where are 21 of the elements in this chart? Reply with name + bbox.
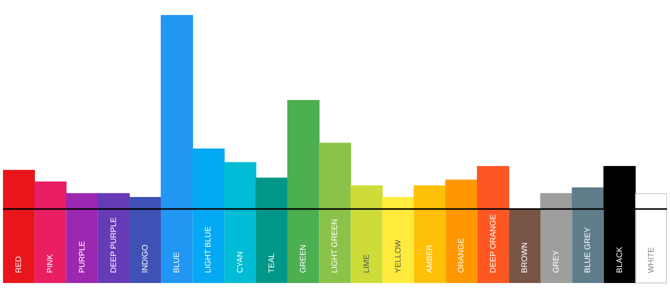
x-tick-label: GREY — [552, 250, 561, 273]
x-tick-label: INDIGO — [140, 244, 150, 273]
x-tick-label: DEEP PURPLE — [108, 217, 118, 273]
x-tick-label: DEEP ORANGE — [488, 214, 498, 273]
x-tick-label: PURPLE — [77, 240, 86, 273]
x-tick-label: PINK — [46, 254, 55, 273]
x-tick-label: BROWN — [520, 242, 529, 273]
x-tick-label: BLACK — [614, 246, 624, 273]
x-tick-label: LIGHT BLUE — [204, 226, 213, 273]
x-tick-label: BLUE GREY — [583, 226, 592, 273]
x-tick-label: CYAN — [235, 251, 244, 273]
x-tick-label: ORANGE — [456, 238, 466, 273]
x-tick-label: TEAL — [266, 252, 276, 273]
x-tick-label: GREEN — [298, 244, 308, 273]
x-tick-label: WHITE — [646, 247, 656, 273]
x-tick-label: BLUE — [172, 252, 182, 273]
x-tick-label: YELLOW — [393, 239, 402, 273]
x-tick-label: LIME — [362, 254, 371, 273]
x-tick-label: LIGHT GREEN — [330, 218, 340, 273]
x-tick-label: RED — [14, 256, 24, 273]
x-tick-label: AMBER — [425, 244, 434, 273]
